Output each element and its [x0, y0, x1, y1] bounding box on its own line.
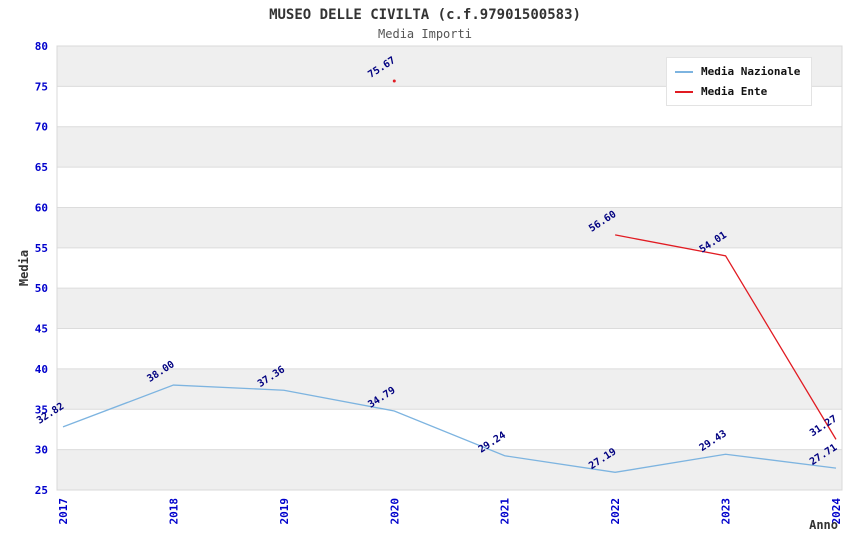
y-tick-label: 35: [35, 403, 48, 416]
y-tick-label: 60: [35, 201, 48, 214]
y-tick-label: 80: [35, 40, 48, 53]
legend-label-media-nazionale: Media Nazionale: [701, 65, 801, 78]
y-tick-label: 30: [35, 444, 48, 457]
plot-band: [57, 449, 842, 490]
plot-band: [57, 288, 842, 329]
x-tick-label: 2023: [720, 498, 733, 525]
plot-band: [57, 207, 842, 248]
x-tick-label: 2020: [388, 498, 401, 525]
plot-band: [57, 328, 842, 369]
x-axis-title: Anno: [809, 518, 838, 532]
legend-swatch-media-ente: [675, 90, 693, 93]
plot-band: [57, 368, 842, 410]
x-tick-label: 2021: [499, 498, 512, 525]
y-tick-label: 25: [35, 484, 48, 497]
y-tick-label: 65: [35, 161, 48, 174]
plot-band: [57, 409, 842, 450]
legend-item-media-ente[interactable]: Media Ente: [675, 85, 803, 98]
x-tick-label: 2018: [167, 498, 180, 525]
legend-item-media-nazionale[interactable]: Media Nazionale: [675, 65, 803, 78]
plot-border: [56, 45, 843, 491]
series-line-1: [615, 234, 837, 440]
series-point-1: [392, 79, 396, 83]
plot-band: [57, 167, 842, 208]
y-tick-label: 50: [35, 282, 48, 295]
y-tick-label: 55: [35, 242, 48, 255]
plot-band: [57, 126, 842, 168]
y-axis-title: Media: [17, 250, 31, 286]
legend: Media Nazionale Media Ente: [666, 57, 812, 106]
x-tick-label: 2017: [57, 498, 70, 525]
y-tick-label: 70: [35, 121, 48, 134]
x-tick-label: 2024: [830, 498, 843, 525]
chart-subtitle: Media Importi: [378, 27, 472, 41]
y-tick-label: 75: [35, 80, 48, 93]
chart-layers: 25 30 35 40 45 50 55 60 65 70 75 80 2017 2018 2019 2020…: [35, 40, 843, 525]
series-line-0: [62, 384, 837, 473]
plot-band: [57, 247, 842, 289]
x-tick-label: 2022: [609, 498, 622, 525]
y-tick-label: 40: [35, 363, 48, 376]
y-tick-label: 45: [35, 323, 48, 336]
legend-label-media-ente: Media Ente: [701, 85, 768, 98]
x-tick-label: 2019: [278, 498, 291, 525]
chart-title: MUSEO DELLE CIVILTA (c.f.97901500583): [269, 7, 581, 23]
legend-swatch-media-nazionale: [675, 70, 693, 73]
